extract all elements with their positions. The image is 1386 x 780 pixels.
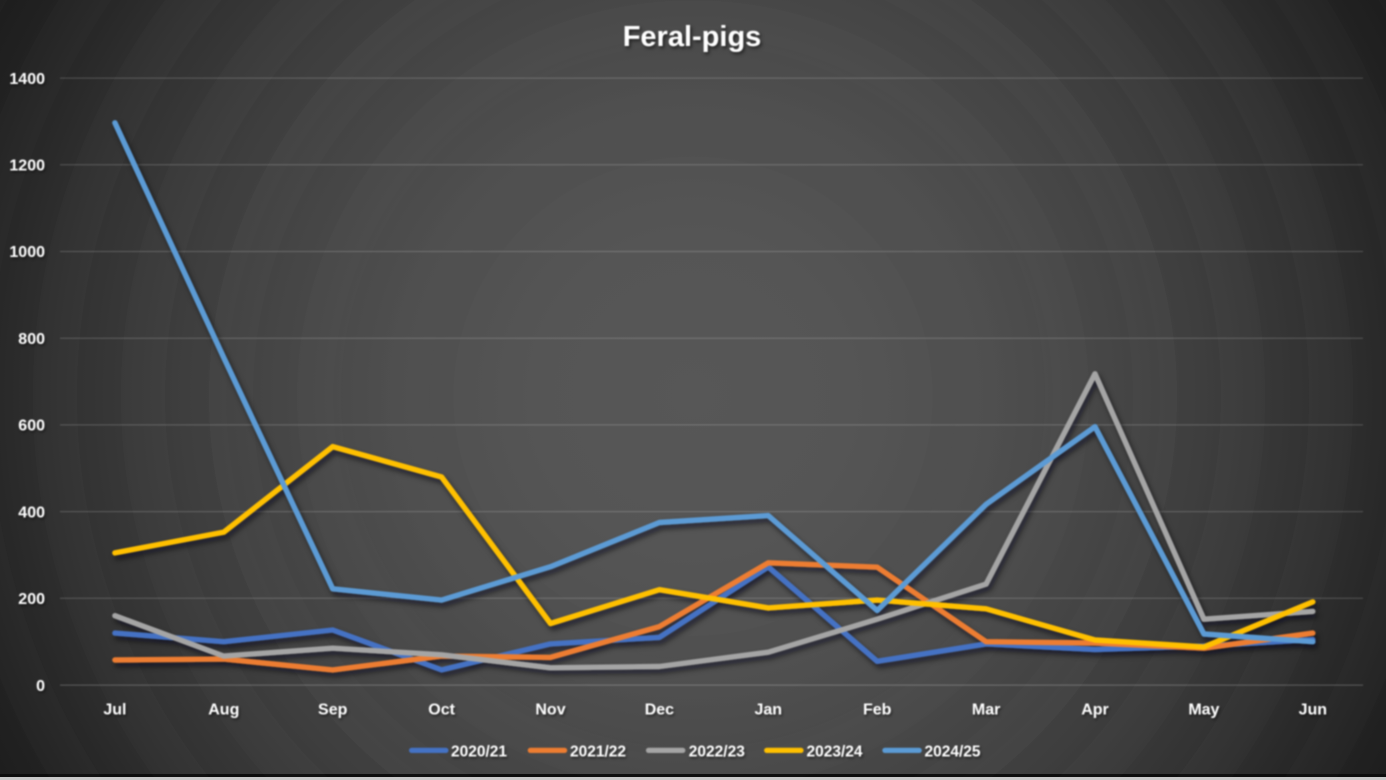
svg-text:Feb: Feb [863, 702, 892, 719]
svg-text:Oct: Oct [428, 702, 455, 719]
svg-text:2022/23: 2022/23 [689, 744, 745, 761]
svg-text:2020/21: 2020/21 [451, 744, 507, 761]
svg-text:Nov: Nov [535, 702, 565, 719]
svg-text:2024/25: 2024/25 [925, 744, 981, 761]
svg-text:0: 0 [36, 678, 45, 695]
svg-text:Mar: Mar [972, 702, 1000, 719]
svg-text:Apr: Apr [1081, 702, 1109, 719]
svg-text:Feral-pigs: Feral-pigs [623, 21, 762, 53]
svg-text:May: May [1188, 702, 1219, 719]
svg-text:2023/24: 2023/24 [807, 744, 863, 761]
svg-text:1000: 1000 [9, 244, 45, 261]
svg-text:1400: 1400 [9, 71, 45, 88]
svg-text:Sep: Sep [318, 702, 348, 719]
svg-text:Jun: Jun [1299, 702, 1327, 719]
svg-text:Jul: Jul [103, 702, 126, 719]
svg-text:800: 800 [18, 331, 45, 348]
svg-text:600: 600 [18, 418, 45, 435]
svg-text:400: 400 [18, 504, 45, 521]
svg-text:Aug: Aug [208, 702, 239, 719]
svg-text:Jan: Jan [755, 702, 783, 719]
svg-text:2021/22: 2021/22 [570, 744, 626, 761]
svg-text:1200: 1200 [9, 158, 45, 175]
svg-text:200: 200 [18, 591, 45, 608]
svg-text:Dec: Dec [645, 702, 674, 719]
